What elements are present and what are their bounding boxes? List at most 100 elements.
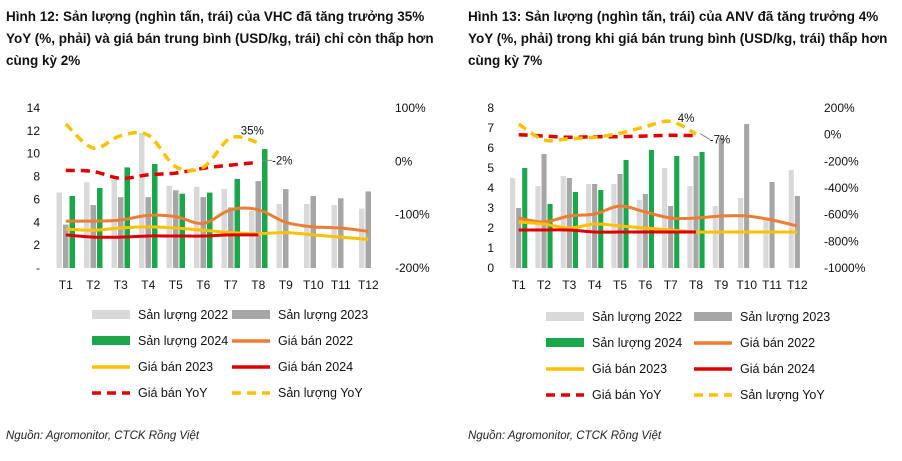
bar-sản-lượng-2022 <box>712 206 718 268</box>
x-axis-tick-label: T8 <box>689 278 703 292</box>
x-axis-tick-label: T1 <box>512 278 526 292</box>
legend-label: Sản lượng YoY <box>740 388 825 402</box>
x-axis-tick-label: T7 <box>224 278 238 292</box>
bar-sản-lượng-2023 <box>118 197 124 268</box>
x-axis-tick-label: T12 <box>787 278 808 292</box>
bar-sản-lượng-2023 <box>617 174 623 268</box>
chart-anv: 8 7 6 5 4 3 2 1 0 200% 0% -200% -400% -600% -800% -1000… <box>487 101 865 402</box>
left-axis-tick-label: 10 <box>27 147 41 161</box>
bar-sản-lượng-2023 <box>310 196 316 268</box>
right-axis-tick-label: 0% <box>395 154 413 168</box>
right-axis-tick-label: -400% <box>824 181 859 195</box>
right-axis-tick-label: 0% <box>824 128 842 142</box>
bar-sản-lượng-2023 <box>63 224 69 268</box>
x-axis-tick-label: T1 <box>59 278 73 292</box>
legend-label: Giá bán 2024 <box>740 362 815 376</box>
legend-label: Sản lượng 2023 <box>278 308 368 322</box>
legend-label: Sản lượng 2022 <box>138 308 228 322</box>
legend-swatch <box>232 310 270 319</box>
legend-swatch <box>546 312 584 321</box>
x-axis-tick-label: T6 <box>196 278 210 292</box>
legend-label: Sản lượng 2023 <box>740 310 830 324</box>
left-axis-tick-label: 4 <box>487 181 494 195</box>
right-axis-tick-label: -600% <box>824 208 859 222</box>
bar-sản-lượng-2024 <box>234 178 240 268</box>
bar-sản-lượng-2022 <box>788 170 794 268</box>
legend-label: Giá bán YoY <box>592 388 662 402</box>
left-axis-tick-label: 12 <box>27 124 41 138</box>
x-axis-tick-label: T9 <box>279 278 293 292</box>
line-giá-bán-yoy <box>65 160 259 181</box>
left-axis-tick-label: 7 <box>487 121 494 135</box>
legend-label: Giá bán 2024 <box>278 360 353 374</box>
bar-sản-lượng-2023 <box>566 178 572 268</box>
right-axis-tick-label: -200% <box>824 154 859 168</box>
bar-sản-lượng-2023 <box>255 181 261 268</box>
right-axis-tick-label: -800% <box>824 234 859 248</box>
bar-sản-lượng-2022 <box>276 204 282 268</box>
line-giá-bán-2023 <box>65 225 369 241</box>
x-axis-tick-label: T4 <box>588 278 602 292</box>
right-axis-tick-label: -200% <box>395 261 430 275</box>
legend-label: Giá bán 2022 <box>278 334 353 348</box>
legend-label: Sản lượng 2022 <box>592 310 682 324</box>
left-axis-tick-label: 8 <box>33 170 40 184</box>
annotation-leader-line <box>699 133 711 141</box>
bar-sản-lượng-2024 <box>699 152 705 268</box>
legend-label: Giá bán YoY <box>138 386 208 400</box>
bar-sản-lượng-2024 <box>97 188 103 268</box>
chart-panel-vhc: Hình 12: Sản lượng (nghìn tấn, trái) của… <box>0 0 440 461</box>
bar-sản-lượng-2023 <box>769 182 775 268</box>
line-giá-bán-2024 <box>518 228 696 234</box>
bar-sản-lượng-2022 <box>687 186 693 268</box>
bar-sản-lượng-2022 <box>221 189 227 268</box>
annotation-label: 4% <box>678 113 695 125</box>
x-axis-tick-label: T11 <box>762 278 782 292</box>
x-axis-tick-label: T4 <box>141 278 155 292</box>
bar-sản-lượng-2023 <box>145 197 151 268</box>
line-giá-bán-2023 <box>518 220 798 234</box>
chart-panel-anv: Hình 13: Sản lượng (nghìn tấn, trái) của… <box>462 0 902 461</box>
bar-sản-lượng-2022 <box>111 180 117 268</box>
x-axis-tick-label: T11 <box>331 278 351 292</box>
legend-label: Sản lượng 2024 <box>138 334 228 348</box>
x-axis-tick-label: T2 <box>537 278 551 292</box>
left-axis-tick-label: 2 <box>487 221 494 235</box>
x-axis-tick-label: T3 <box>114 278 128 292</box>
bar-sản-lượng-2022 <box>304 204 310 268</box>
line-giá-bán-2022 <box>65 206 369 233</box>
bar-sản-lượng-2022 <box>249 210 255 268</box>
x-axis-tick-label: T6 <box>638 278 652 292</box>
bar-sản-lượng-2022 <box>84 182 90 268</box>
bar-sản-lượng-2022 <box>560 176 566 268</box>
bar-sản-lượng-2022 <box>139 133 145 268</box>
bar-sản-lượng-2023 <box>516 208 522 268</box>
bar-sản-lượng-2023 <box>718 138 724 268</box>
bar-sản-lượng-2022 <box>763 218 769 268</box>
bar-sản-lượng-2024 <box>179 193 185 268</box>
bar-sản-lượng-2024 <box>674 156 680 268</box>
x-axis-tick-label: T10 <box>736 278 757 292</box>
bar-sản-lượng-2023 <box>365 191 371 268</box>
legend-label: Giá bán 2022 <box>740 336 815 350</box>
x-axis-tick-label: T3 <box>562 278 576 292</box>
source-note: Nguồn: Agromonitor, CTCK Rồng Việt <box>6 430 200 442</box>
x-axis-tick-label: T8 <box>251 278 265 292</box>
right-axis-tick-label: 100% <box>395 101 426 115</box>
bar-sản-lượng-2022 <box>510 178 516 268</box>
left-axis-tick-label: 14 <box>27 101 41 115</box>
bar-sản-lượng-2022 <box>535 186 541 268</box>
bar-sản-lượng-2023 <box>693 156 699 268</box>
annotation-label: 35% <box>241 126 264 138</box>
bar-sản-lượng-2023 <box>592 184 598 268</box>
x-axis-tick-label: T9 <box>714 278 728 292</box>
right-axis-tick-label: -100% <box>395 208 430 222</box>
bar-sản-lượng-2024 <box>547 204 553 268</box>
bar-sản-lượng-2023 <box>338 198 344 268</box>
legend-label: Giá bán 2023 <box>592 362 667 376</box>
x-axis-tick-label: T2 <box>86 278 100 292</box>
bar-sản-lượng-2023 <box>744 124 750 268</box>
left-axis-tick-label: 4 <box>33 215 40 229</box>
bar-sản-lượng-2023 <box>794 196 800 268</box>
